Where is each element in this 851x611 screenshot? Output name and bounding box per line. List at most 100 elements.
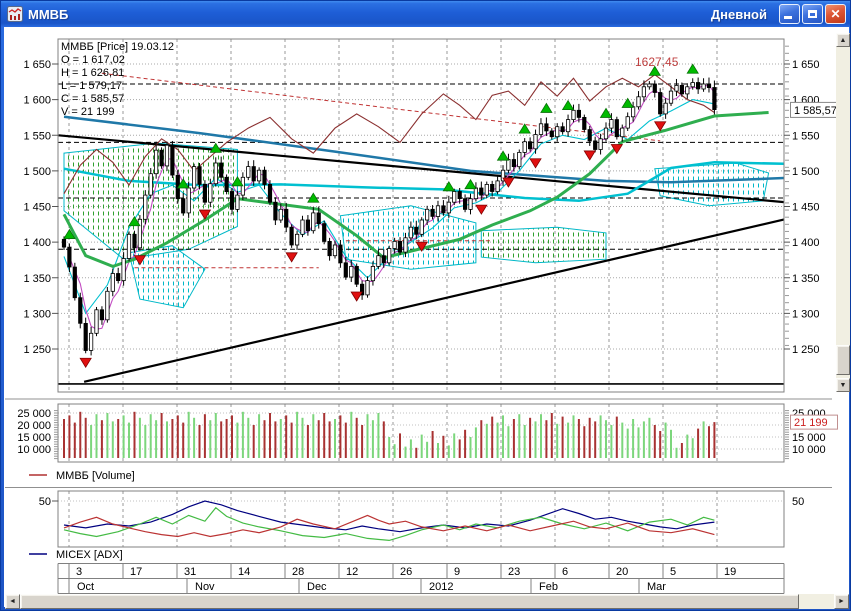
maximize-icon (808, 10, 817, 18)
svg-text:1 500: 1 500 (792, 166, 820, 178)
close-icon: ✕ (830, 7, 841, 21)
svg-text:1 650: 1 650 (23, 59, 51, 71)
buy-arrow (496, 150, 510, 161)
svg-text:1 400: 1 400 (23, 237, 51, 249)
horizontal-scrollbar[interactable]: ◄ ► (5, 594, 849, 609)
vertical-scrollbar[interactable]: ▲ ▼ (836, 33, 850, 392)
svg-text:1 550: 1 550 (23, 130, 51, 142)
month-label: Nov (195, 581, 215, 593)
svg-text:50: 50 (39, 496, 51, 508)
sell-arrow (415, 241, 428, 252)
svg-text:1 350: 1 350 (23, 273, 51, 285)
buy-arrow (307, 192, 320, 203)
svg-text:1 600: 1 600 (23, 95, 51, 107)
buy-arrow (540, 102, 553, 113)
volume-bars (63, 411, 716, 458)
svg-text:ММВБ [Volume]: ММВБ [Volume] (56, 470, 135, 482)
window-title: ММВБ (28, 6, 69, 22)
ma-brown (63, 74, 715, 194)
day-tick-label: 19 (724, 566, 736, 578)
maximize-button[interactable] (802, 4, 823, 24)
sell-arrow (475, 204, 488, 215)
info-line-volume: V = 21 199 (61, 106, 115, 118)
day-tick-label: 14 (238, 566, 250, 578)
close-button[interactable]: ✕ (825, 4, 846, 24)
adx-legend: MICEX [ADX] (29, 549, 123, 561)
month-label: Mar (647, 581, 666, 593)
day-tick-label: 6 (562, 566, 568, 578)
date-axis: 3 17 31 14 28 12 26 9 23 6 20 5 19 Oct Nov Dec 2012 Feb Ma… (57, 563, 785, 594)
ichimoku-cloud (480, 226, 607, 264)
svg-text:1 585,57: 1 585,57 (794, 105, 837, 117)
day-tick-label: 12 (346, 566, 358, 578)
vertical-scroll-thumb[interactable] (836, 345, 850, 375)
scroll-right-button[interactable]: ► (834, 594, 849, 609)
buy-arrow (686, 63, 699, 74)
svg-text:15 000: 15 000 (17, 432, 51, 444)
trendline (58, 134, 784, 204)
chart-client-area (4, 27, 849, 607)
scroll-up-button[interactable]: ▲ (836, 33, 850, 47)
svg-text:1 250: 1 250 (23, 344, 51, 356)
svg-text:20 000: 20 000 (17, 420, 51, 432)
day-tick-label: 26 (400, 566, 412, 578)
sell-arrow (79, 357, 92, 369)
info-line-close: C = 1 585,57 (61, 93, 125, 105)
sell-arrow (198, 209, 212, 220)
svg-text:1 400: 1 400 (792, 237, 820, 249)
scroll-down-button[interactable]: ▼ (836, 378, 850, 392)
sell-arrow (133, 255, 147, 266)
buy-arrow (231, 176, 244, 187)
buy-arrow (621, 97, 634, 108)
minimize-button[interactable] (779, 4, 800, 24)
plus-di-line (63, 506, 715, 542)
month-label: Feb (539, 581, 558, 593)
day-tick-label: 20 (616, 566, 628, 578)
day-tick-label: 9 (454, 566, 460, 578)
day-tick-label: 28 (292, 566, 304, 578)
svg-text:25 000: 25 000 (17, 408, 51, 420)
svg-text:1 500: 1 500 (23, 166, 51, 178)
horizontal-scroll-thumb[interactable] (20, 594, 799, 609)
month-label: 2012 (429, 581, 453, 593)
svg-text:1 350: 1 350 (792, 273, 820, 285)
buy-arrow (518, 123, 531, 134)
info-line-open: O = 1 617,02 (61, 54, 125, 66)
svg-text:MICEX [ADX]: MICEX [ADX] (56, 549, 123, 561)
app-icon (7, 6, 23, 22)
svg-text:15 000: 15 000 (792, 432, 826, 444)
minimize-icon (784, 16, 792, 19)
trendline (83, 218, 784, 383)
signal-arrows (63, 63, 699, 369)
ma-kijun (63, 161, 784, 203)
svg-text:1 250: 1 250 (792, 344, 820, 356)
sell-arrow (529, 158, 542, 169)
info-line-low: L = 1 579,17 (61, 80, 123, 92)
info-line: ММВБ [Price] 19.03.12 (61, 41, 174, 53)
info-line-high: H = 1 626,81 (61, 67, 125, 79)
buy-arrow (648, 65, 661, 76)
sell-arrow (610, 144, 624, 155)
price-annotation: 1627,45 (635, 55, 679, 69)
buy-arrow (177, 178, 190, 189)
svg-text:1 300: 1 300 (792, 308, 820, 320)
day-tick-label: 5 (670, 566, 676, 578)
day-tick-label: 17 (130, 566, 142, 578)
minus-di-line (63, 514, 715, 538)
buy-arrow (128, 215, 141, 227)
svg-text:1 550: 1 550 (792, 130, 820, 142)
buy-arrow (561, 99, 575, 110)
scroll-left-button[interactable]: ◄ (5, 594, 20, 609)
price-info-panel: ММВБ [Price] 19.03.12 O = 1 617,02 H = 1… (61, 41, 174, 119)
day-tick-label: 3 (76, 566, 82, 578)
sell-arrow (350, 291, 363, 302)
buy-arrow (442, 181, 456, 192)
ichimoku-cloud (128, 245, 206, 309)
period-label: Дневной (710, 6, 767, 22)
buy-arrow (63, 228, 76, 239)
adx-line (63, 500, 715, 533)
